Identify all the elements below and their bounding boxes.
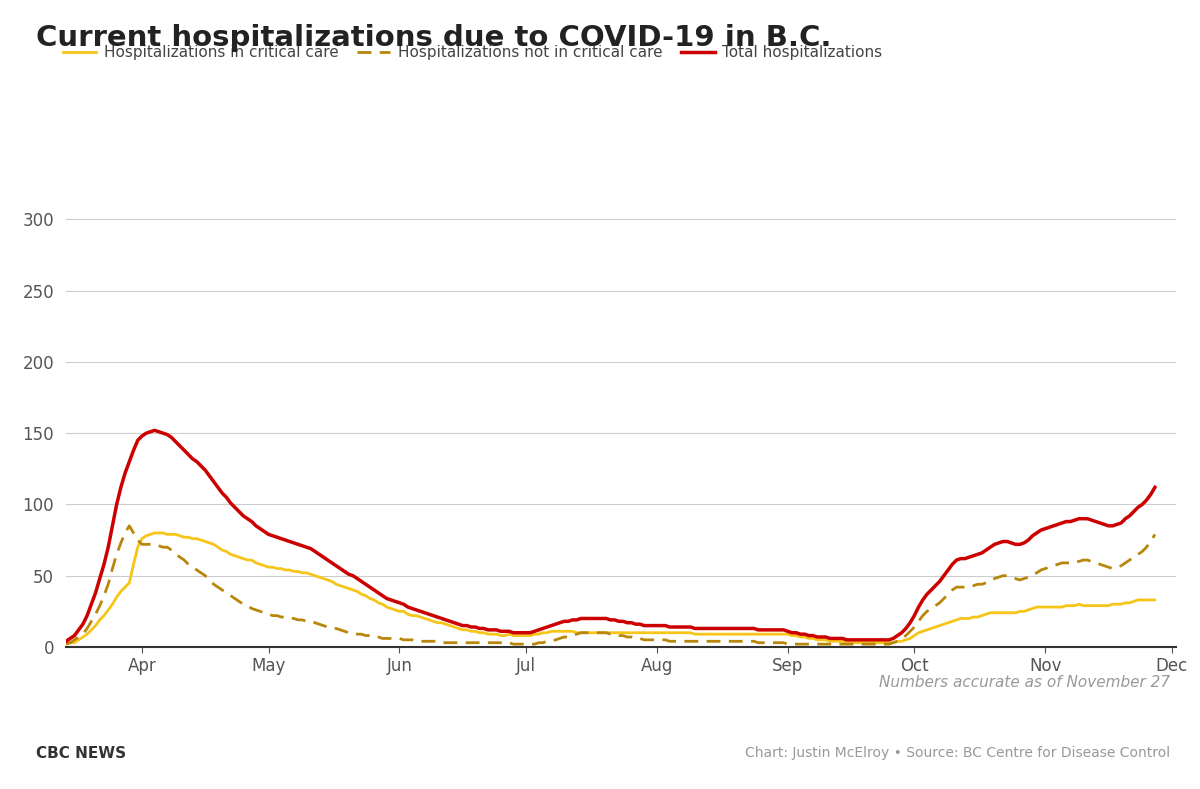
Text: Current hospitalizations due to COVID-19 in B.C.: Current hospitalizations due to COVID-19…	[36, 24, 832, 51]
Text: Chart: Justin McElroy • Source: BC Centre for Disease Control: Chart: Justin McElroy • Source: BC Centr…	[745, 746, 1170, 760]
Text: Numbers accurate as of November 27: Numbers accurate as of November 27	[878, 675, 1170, 690]
Text: CBC NEWS: CBC NEWS	[36, 746, 126, 761]
Legend: Hospitalizations in critical care, Hospitalizations not in critical care, Total : Hospitalizations in critical care, Hospi…	[62, 45, 882, 60]
